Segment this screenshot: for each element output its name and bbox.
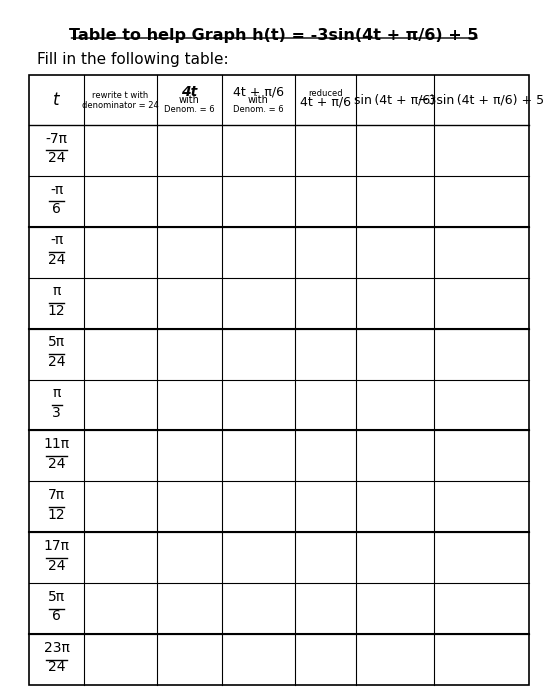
Text: −3sin (4t + π/6) + 5: −3sin (4t + π/6) + 5 bbox=[418, 94, 545, 106]
Text: 5π: 5π bbox=[48, 335, 65, 349]
Text: 24: 24 bbox=[48, 660, 65, 674]
Text: 24: 24 bbox=[48, 456, 65, 470]
Text: 24: 24 bbox=[48, 253, 65, 267]
Text: 12: 12 bbox=[48, 304, 65, 318]
Text: 12: 12 bbox=[48, 508, 65, 522]
Text: -7π: -7π bbox=[46, 132, 68, 146]
Text: Denom. = 6: Denom. = 6 bbox=[164, 104, 215, 113]
Text: 23π: 23π bbox=[44, 640, 70, 654]
Text: 24: 24 bbox=[48, 559, 65, 573]
Text: Fill in the following table:: Fill in the following table: bbox=[37, 52, 229, 67]
Text: 6: 6 bbox=[52, 610, 61, 624]
Text: 4t + π/6: 4t + π/6 bbox=[300, 95, 351, 108]
Text: -π: -π bbox=[50, 234, 63, 248]
Text: 7π: 7π bbox=[48, 488, 65, 502]
Text: with: with bbox=[179, 95, 200, 105]
Text: 24: 24 bbox=[48, 151, 65, 165]
Text: with: with bbox=[248, 95, 269, 105]
Bar bbox=[30, 75, 529, 685]
Text: -π: -π bbox=[50, 183, 63, 197]
Text: denominator = 24: denominator = 24 bbox=[82, 101, 158, 109]
Text: 11π: 11π bbox=[44, 437, 70, 451]
Text: 4t + π/6: 4t + π/6 bbox=[233, 85, 284, 99]
Text: 3: 3 bbox=[52, 406, 61, 420]
Text: 4t: 4t bbox=[181, 85, 198, 99]
Text: Denom. = 6: Denom. = 6 bbox=[233, 104, 283, 113]
Text: 5π: 5π bbox=[48, 590, 65, 604]
Text: t: t bbox=[54, 91, 60, 109]
Text: π: π bbox=[52, 284, 61, 298]
Text: 6: 6 bbox=[52, 202, 61, 216]
Text: 24: 24 bbox=[48, 355, 65, 369]
Text: rewrite t with: rewrite t with bbox=[92, 90, 148, 99]
Text: π: π bbox=[52, 386, 61, 400]
Text: sin (4t + π/6): sin (4t + π/6) bbox=[354, 94, 436, 106]
Text: Table to help Graph h(t) = -3sin(4t + π/6) + 5: Table to help Graph h(t) = -3sin(4t + π/… bbox=[69, 28, 478, 43]
Text: 17π: 17π bbox=[44, 539, 70, 553]
Text: reduced: reduced bbox=[308, 88, 343, 97]
